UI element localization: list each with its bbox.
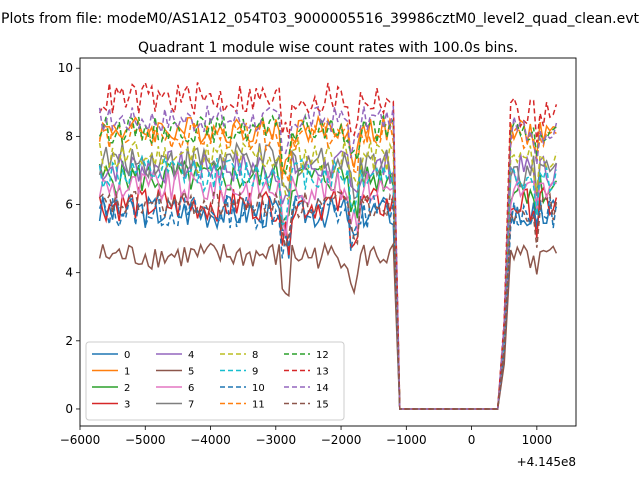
legend-entry-label: 15: [316, 400, 329, 411]
x-axis: −6000 −5000 −4000 −3000 −2000 −1000 0 1000: [60, 426, 552, 447]
y-tick-label: 2: [65, 334, 73, 348]
x-tick-label: −4000: [190, 433, 231, 447]
y-axis: 0 2 4 6 8 10: [58, 61, 80, 416]
x-tick-label: 0: [468, 433, 476, 447]
legend-entry-label: 1: [124, 367, 130, 378]
legend-entry-label: 11: [252, 400, 265, 411]
legend-entry-label: 14: [316, 383, 329, 394]
series-line-8: [98, 139, 558, 410]
legend-entry-label: 0: [124, 350, 130, 361]
plot-series-layer: [98, 80, 558, 410]
legend-entry-label: 7: [188, 400, 194, 411]
y-tick-label: 0: [65, 402, 73, 416]
legend-entry-label: 8: [252, 350, 258, 361]
series-line-14: [98, 105, 558, 410]
y-tick-label: 6: [65, 198, 73, 212]
y-tick-label: 4: [65, 266, 73, 280]
y-tick-label: 8: [65, 129, 73, 143]
legend-entry-label: 9: [252, 367, 258, 378]
x-tick-label: −3000: [255, 433, 296, 447]
plot-area-frame: [79, 57, 577, 427]
legend-entry-label: 10: [252, 383, 265, 394]
x-tick-label: 1000: [522, 433, 553, 447]
legend-frame: [85, 341, 345, 421]
y-tick-label: 10: [58, 61, 73, 75]
x-tick-label: −5000: [125, 433, 166, 447]
x-tick-label: −6000: [60, 433, 101, 447]
x-tick-label: −2000: [321, 433, 362, 447]
legend-entry-label: 5: [188, 367, 194, 378]
series-line-15: [99, 188, 558, 410]
series-line-9: [98, 154, 558, 410]
chart-title: Quadrant 1 module wise count rates with …: [138, 40, 518, 56]
legend-entry-label: 3: [124, 400, 130, 411]
legend-entry-label: 4: [188, 350, 194, 361]
x-axis-offset-label: +4.145e8: [517, 455, 576, 469]
legend-entry-label: 12: [316, 350, 329, 361]
legend-entry-label: 13: [316, 367, 329, 378]
legend-entry-label: 2: [124, 383, 130, 394]
x-tick-label: −1000: [386, 433, 427, 447]
legend-entry-label: 6: [188, 383, 194, 394]
figure-suptitle: Plots from file: modeM0/AS1A12_054T03_90…: [1, 11, 639, 27]
